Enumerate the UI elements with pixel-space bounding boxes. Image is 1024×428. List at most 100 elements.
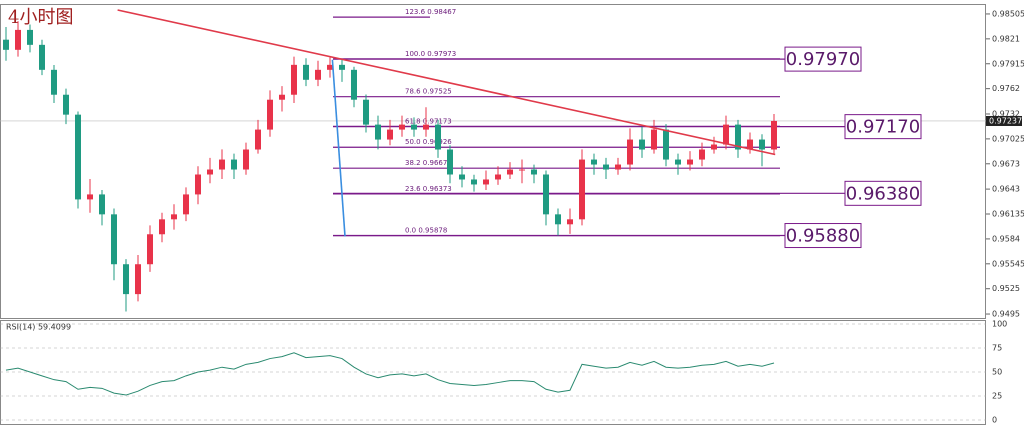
y-tick-label: 0.9762: [992, 84, 1020, 93]
candle-body: [555, 214, 561, 225]
fib-label: 78.6 0.97525: [405, 88, 452, 96]
y-tick-label: 0.95545: [992, 259, 1024, 268]
candle-body: [87, 194, 93, 200]
candle-body: [267, 99, 273, 130]
candle-body: [159, 219, 165, 235]
main-frame: [0, 4, 986, 319]
rsi-tick-label: 0: [992, 416, 997, 425]
rsi-frame: [0, 320, 986, 425]
candle-body: [219, 159, 225, 170]
candle-body: [663, 129, 669, 160]
candle-body: [531, 169, 537, 175]
candle-body: [639, 139, 645, 150]
candle-body: [375, 124, 381, 140]
candle-body: [135, 264, 141, 295]
fib-label: 23.6 0.96373: [405, 185, 452, 193]
level-label: 0.97170: [846, 117, 920, 138]
candle-body: [183, 194, 189, 215]
candle-body: [339, 64, 345, 70]
candle-body: [483, 179, 489, 185]
candle-body: [195, 174, 201, 195]
candle-body: [447, 149, 453, 175]
last-price-label: 0.97237: [989, 116, 1022, 125]
level-label: 0.96380: [846, 183, 920, 204]
candle-body: [363, 99, 369, 125]
candle-body: [315, 69, 321, 80]
y-tick-label: 0.9732: [992, 109, 1020, 118]
level-label: 0.97970: [786, 49, 860, 70]
candle-body: [435, 124, 441, 150]
candle-body: [519, 169, 525, 171]
fib-label: 0.0 0.95878: [405, 227, 447, 235]
fib-label: 50.0 0.96926: [405, 138, 452, 146]
candle-body: [171, 214, 177, 220]
candle-body: [123, 264, 129, 295]
candle-body: [303, 64, 309, 80]
candle-body: [327, 64, 333, 70]
candle-body: [15, 29, 21, 50]
y-tick-label: 0.9525: [992, 284, 1020, 293]
rsi-tick-label: 100: [992, 320, 1007, 329]
fib-label: 100.0 0.97973: [405, 50, 456, 58]
candle-body: [63, 94, 69, 115]
candle-body: [507, 169, 513, 175]
y-tick-label: 0.9584: [992, 234, 1020, 243]
y-tick-label: 0.97025: [992, 134, 1024, 143]
level-box: [844, 180, 922, 206]
candle-body: [771, 120, 777, 150]
candle-body: [147, 234, 153, 265]
candle-body: [207, 169, 213, 175]
candle-body: [579, 159, 585, 220]
rsi-line: [5, 352, 775, 396]
y-tick-label: 0.9643: [992, 185, 1020, 194]
candle-body: [423, 124, 429, 130]
y-tick-label: 0.96135: [992, 210, 1024, 219]
rsi-title: RSI(14) 59.4099: [6, 323, 71, 332]
fib-label: 61.8 0.97173: [405, 117, 452, 125]
candle-body: [27, 29, 33, 45]
candle-body: [255, 129, 261, 150]
candle-body: [471, 179, 477, 185]
candle-body: [111, 214, 117, 265]
candle-body: [75, 114, 81, 200]
candle-body: [399, 124, 405, 130]
y-tick-label: 0.98505: [992, 9, 1024, 18]
candle-body: [711, 144, 717, 150]
candle-body: [279, 94, 285, 100]
chart-title: 4小时图: [8, 7, 73, 28]
candle-body: [687, 159, 693, 165]
candle-body: [723, 124, 729, 145]
candle-body: [591, 159, 597, 165]
y-tick-label: 0.97915: [992, 59, 1024, 68]
candle-body: [747, 139, 753, 150]
rsi-tick-label: 75: [992, 344, 1002, 353]
rsi-tick-label: 25: [992, 392, 1002, 401]
candle-body: [567, 219, 573, 225]
candle-body: [3, 39, 9, 50]
level-label: 0.95880: [786, 226, 860, 247]
level-box: [784, 223, 862, 249]
candle-body: [603, 164, 609, 170]
y-tick-label: 0.9821: [992, 34, 1020, 43]
candle-body: [759, 139, 765, 150]
candle-body: [99, 194, 105, 215]
candle-body: [495, 174, 501, 180]
candle-body: [39, 44, 45, 70]
fib-label: 123.6 0.98467: [405, 8, 456, 16]
candle-body: [699, 149, 705, 160]
candle-body: [675, 159, 681, 165]
candle-body: [231, 159, 237, 170]
trend-line: [331, 59, 346, 237]
candle-body: [351, 69, 357, 100]
y-tick-label: 0.9673: [992, 159, 1020, 168]
level-box: [784, 46, 862, 72]
candle-body: [51, 69, 57, 95]
candle-body: [735, 124, 741, 150]
candle-body: [411, 124, 417, 130]
y-tick-label: 0.9495: [992, 310, 1020, 319]
candle-body: [543, 174, 549, 215]
level-box: [844, 114, 922, 140]
candle-body: [459, 174, 465, 180]
candle-body: [387, 129, 393, 140]
